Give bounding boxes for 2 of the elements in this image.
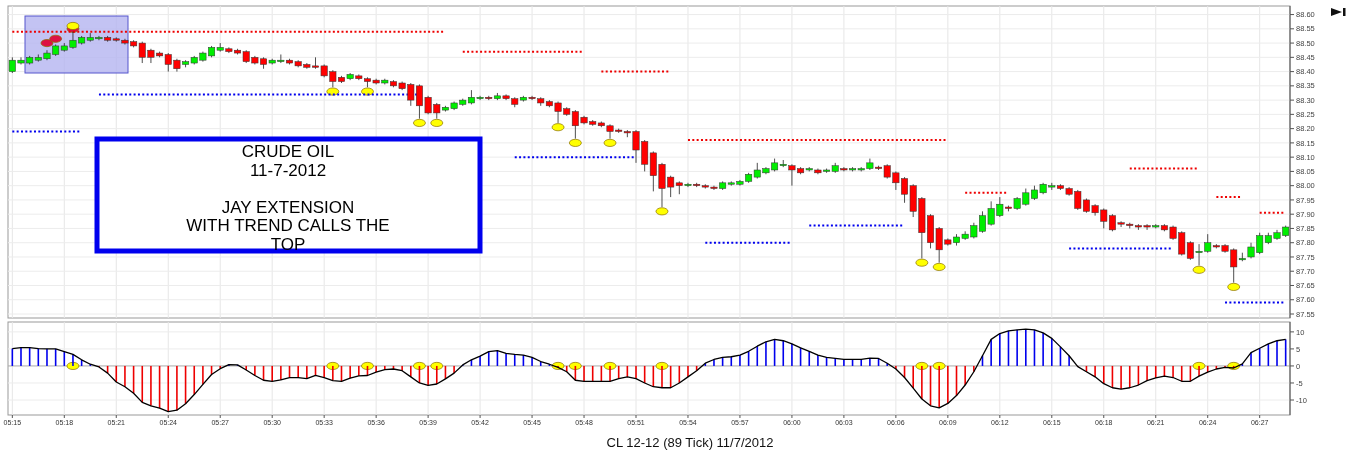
x-axis-title: CL 12-12 (89 Tick) 11/7/2012 — [606, 435, 774, 450]
annotation: CRUDE OIL 11-7-2012 JAY EXTENSION WITH TREND CALLS THE TOP — [186, 142, 390, 254]
